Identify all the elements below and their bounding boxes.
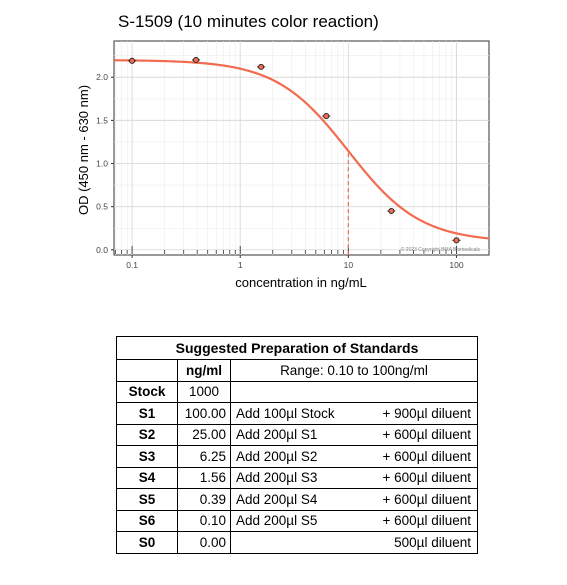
data-point <box>258 63 265 70</box>
dilution-instruction <box>230 380 478 403</box>
x-tick-label: 1 <box>238 260 243 270</box>
plot-panel <box>113 40 490 256</box>
table-row: S5 0.39 Add 200µl S4 + 600µl diluent <box>116 488 478 511</box>
dilution-instruction: Add 100µl Stock + 900µl diluent <box>230 402 478 425</box>
diluent-volume: + 600µl diluent <box>382 427 471 443</box>
data-point <box>453 237 460 244</box>
y-tick-label: 0.5 <box>96 202 108 212</box>
dilution-step: Add 200µl S1 <box>236 427 318 443</box>
diluent-volume: + 600µl diluent <box>382 470 471 486</box>
table-body: Stock 1000 S1 100.00 Add 100µl Stock + 900µl … <box>116 380 478 554</box>
diluent-volume: + 900µl diluent <box>382 405 471 421</box>
table-row: Stock 1000 <box>116 380 478 403</box>
table-row: S3 6.25 Add 200µl S2 + 600µl diluent <box>116 445 478 468</box>
standard-concentration: 0.39 <box>177 488 231 511</box>
dilution-instruction: Add 200µl S2 + 600µl diluent <box>230 445 478 468</box>
standard-concentration: 25.00 <box>177 423 231 446</box>
dilution-step: Add 200µl S4 <box>236 491 318 507</box>
table-header-row: ng/ml Range: 0.10 to 100ng/ml <box>116 359 478 382</box>
x-tick-label: 0.1 <box>126 260 138 270</box>
data-series <box>113 56 490 255</box>
standard-concentration: 1000 <box>177 380 231 403</box>
table-row: S4 1.56 Add 200µl S3 + 600µl diluent <box>116 466 478 489</box>
y-tick-label: 1.5 <box>96 115 108 125</box>
standard-name: S3 <box>116 445 178 468</box>
y-tick-label: 2.0 <box>96 72 108 82</box>
diluent-volume: + 600µl diluent <box>382 491 471 507</box>
x-axis-label: concentration in ng/mL <box>235 275 367 290</box>
standard-name: S5 <box>116 488 178 511</box>
standard-concentration: 1.56 <box>177 466 231 489</box>
standard-name: S2 <box>116 423 178 446</box>
table-row: S6 0.10 Add 200µl S5 + 600µl diluent <box>116 509 478 532</box>
standard-name: S1 <box>116 402 178 425</box>
table-row: S1 100.00 Add 100µl Stock + 900µl diluent <box>116 402 478 425</box>
standard-name: S6 <box>116 509 178 532</box>
data-point <box>192 56 200 64</box>
chart-title: S-1509 (10 minutes color reaction) <box>118 12 379 31</box>
dilution-step: Add 200µl S2 <box>236 448 318 464</box>
dilution-step: Add 100µl Stock <box>236 405 335 421</box>
y-tick-label: 0.0 <box>96 245 108 255</box>
data-point <box>129 57 136 64</box>
header-range: Range: 0.10 to 100ng/ml <box>230 359 478 382</box>
dilution-instruction: Add 200µl S5 + 600µl diluent <box>230 509 478 532</box>
standard-name: S0 <box>116 531 178 554</box>
header-unit: ng/ml <box>177 359 231 382</box>
y-axis-label: OD (450 nm - 630 nm) <box>76 85 91 215</box>
x-tick-label: 10 <box>344 260 354 270</box>
fitted-curve <box>113 59 490 240</box>
dilution-instruction: 500µl diluent <box>230 531 478 554</box>
grid-lines <box>114 41 489 255</box>
standard-concentration: 100.00 <box>177 402 231 425</box>
standard-name: S4 <box>116 466 178 489</box>
standard-concentration: 6.25 <box>177 445 231 468</box>
standard-name: Stock <box>116 380 178 403</box>
standard-curve-chart: 0.0 0.5 1.0 1.5 2.0 0.1 1 10 100 © 2023 Copyrigh… <box>76 40 490 290</box>
data-point <box>388 207 395 215</box>
standard-concentration: 0.00 <box>177 531 231 554</box>
dilution-step: Add 200µl S3 <box>236 470 318 486</box>
table-title-row: Suggested Preparation of Standards <box>116 336 478 360</box>
table-row: S0 0.00 500µl diluent <box>116 531 478 554</box>
dilution-instruction: Add 200µl S4 + 600µl diluent <box>230 488 478 511</box>
header-blank <box>116 359 178 382</box>
table-title: Suggested Preparation of Standards <box>116 336 478 360</box>
copyright-notice: © 2023 Copyright BMA Biomedicals <box>401 246 481 253</box>
diluent-volume: + 600µl diluent <box>382 513 471 529</box>
table-row: S2 25.00 Add 200µl S1 + 600µl diluent <box>116 423 478 446</box>
standards-table: Suggested Preparation of Standards ng/ml… <box>116 336 478 554</box>
diluent-volume: + 600µl diluent <box>382 448 471 464</box>
data-point <box>323 113 330 120</box>
y-tick-label: 1.0 <box>96 159 108 169</box>
axes: 0.0 0.5 1.0 1.5 2.0 0.1 1 10 100 <box>96 72 464 270</box>
x-tick-label: 100 <box>449 260 463 270</box>
standard-concentration: 0.10 <box>177 509 231 532</box>
dilution-instruction: Add 200µl S1 + 600µl diluent <box>230 423 478 446</box>
dilution-instruction: Add 200µl S3 + 600µl diluent <box>230 466 478 489</box>
dilution-step: Add 200µl S5 <box>236 513 318 529</box>
